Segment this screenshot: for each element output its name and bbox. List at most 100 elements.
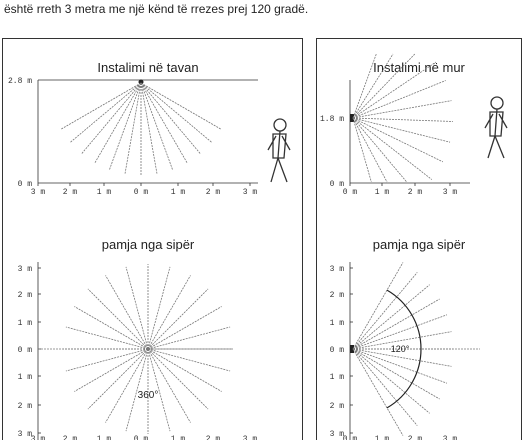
y-tick-label: 0 m — [330, 346, 345, 355]
x-tick-label: 0 m — [343, 435, 358, 440]
y-tick-label: 3 m — [330, 265, 345, 274]
ray — [352, 117, 388, 183]
x-tick-label: 3 m — [243, 435, 258, 440]
ray — [352, 262, 404, 350]
ray — [81, 82, 142, 154]
ray — [140, 82, 158, 174]
x-tick-label: 1 m — [171, 435, 186, 440]
ray — [147, 326, 231, 350]
person-icon — [484, 96, 508, 159]
panel-title: pamja nga sipër — [373, 237, 466, 252]
x-tick-label: 1 m — [375, 188, 390, 197]
y-tick-label: 2 m — [330, 291, 345, 300]
x-tick-label: 3 m — [443, 435, 458, 440]
y-tick-label: 1 m — [18, 373, 33, 382]
sensor — [138, 79, 144, 85]
panel-frame — [2, 38, 303, 440]
person-icon — [267, 118, 291, 183]
ray — [140, 82, 212, 143]
x-tick-label: 0 m — [343, 188, 358, 197]
ray — [94, 82, 142, 163]
ray — [352, 117, 408, 183]
y-tick-label: 1 m — [18, 319, 33, 328]
ray — [352, 284, 430, 350]
y-tick-label: 0 m — [18, 346, 33, 355]
y-tick-label: 3 m — [330, 430, 345, 439]
x-tick-label: 2 m — [408, 435, 423, 440]
panel-title: Instalimi në mur — [373, 60, 465, 75]
y-tick-label: 3 m — [18, 265, 33, 274]
y-tick-label: 2 m — [18, 291, 33, 300]
ray — [352, 53, 394, 119]
x-tick-label: 1 m — [97, 435, 112, 440]
ray — [140, 82, 201, 154]
x-tick-label: 3 m — [243, 188, 258, 197]
ray — [352, 117, 451, 143]
y-tick-label: 2.8 m — [8, 77, 32, 86]
x-tick-label: 2 m — [206, 188, 221, 197]
ray — [147, 348, 191, 423]
y-tick-label: 1 m — [330, 373, 345, 382]
ray — [125, 266, 149, 350]
x-tick-label: 1 m — [97, 188, 112, 197]
sensor — [350, 114, 354, 122]
ray — [352, 348, 448, 384]
angle-arc — [386, 289, 422, 409]
x-tick-label: 0 m — [134, 435, 149, 440]
intro-text: është rreth 3 metra me një kënd të rreze… — [4, 2, 308, 16]
ray — [147, 348, 231, 372]
ray — [352, 53, 377, 119]
panel-title: pamja nga sipër — [102, 237, 195, 252]
ray — [147, 348, 209, 410]
ray — [147, 288, 209, 350]
ray — [352, 348, 440, 400]
ray — [352, 117, 453, 122]
angle-label: 360° — [138, 390, 159, 401]
x-tick-label: 3 m — [31, 188, 46, 197]
ray — [65, 348, 149, 372]
ray — [74, 348, 149, 392]
y-tick-label: 0 m — [330, 180, 345, 189]
x-tick-label: 0 m — [134, 188, 149, 197]
ray — [352, 272, 418, 350]
ray — [352, 100, 452, 119]
x-tick-label: 2 m — [206, 435, 221, 440]
ray — [65, 326, 149, 350]
ray — [352, 298, 440, 350]
ray — [125, 348, 149, 432]
ray — [352, 348, 404, 436]
ray — [147, 348, 171, 432]
ray — [352, 331, 452, 350]
ray — [140, 82, 221, 130]
sensor — [350, 345, 354, 353]
ray — [87, 348, 149, 410]
ray — [109, 82, 142, 170]
ray — [140, 82, 188, 163]
ray — [105, 348, 149, 423]
y-tick-label: 2 m — [330, 402, 345, 411]
ray — [70, 82, 142, 143]
ray — [352, 348, 452, 367]
y-tick-label: 2 m — [18, 402, 33, 411]
ray — [352, 117, 372, 183]
ray — [87, 288, 149, 350]
y-tick-label: 3 m — [18, 430, 33, 439]
x-tick-label: 3 m — [31, 435, 46, 440]
ray — [74, 306, 149, 350]
y-tick-label: 1 m — [330, 319, 345, 328]
ray — [352, 314, 448, 350]
ray — [147, 306, 222, 350]
ray — [352, 80, 446, 119]
ray — [61, 82, 142, 130]
panel-frame — [316, 38, 522, 440]
ray — [140, 82, 173, 170]
ray — [124, 82, 142, 174]
ray — [352, 61, 437, 119]
ray — [352, 117, 433, 180]
y-tick-label: 1.8 m — [320, 115, 344, 124]
ray — [105, 275, 149, 350]
y-tick-label: 0 m — [18, 180, 33, 189]
ray — [147, 348, 222, 392]
x-tick-label: 3 m — [443, 188, 458, 197]
